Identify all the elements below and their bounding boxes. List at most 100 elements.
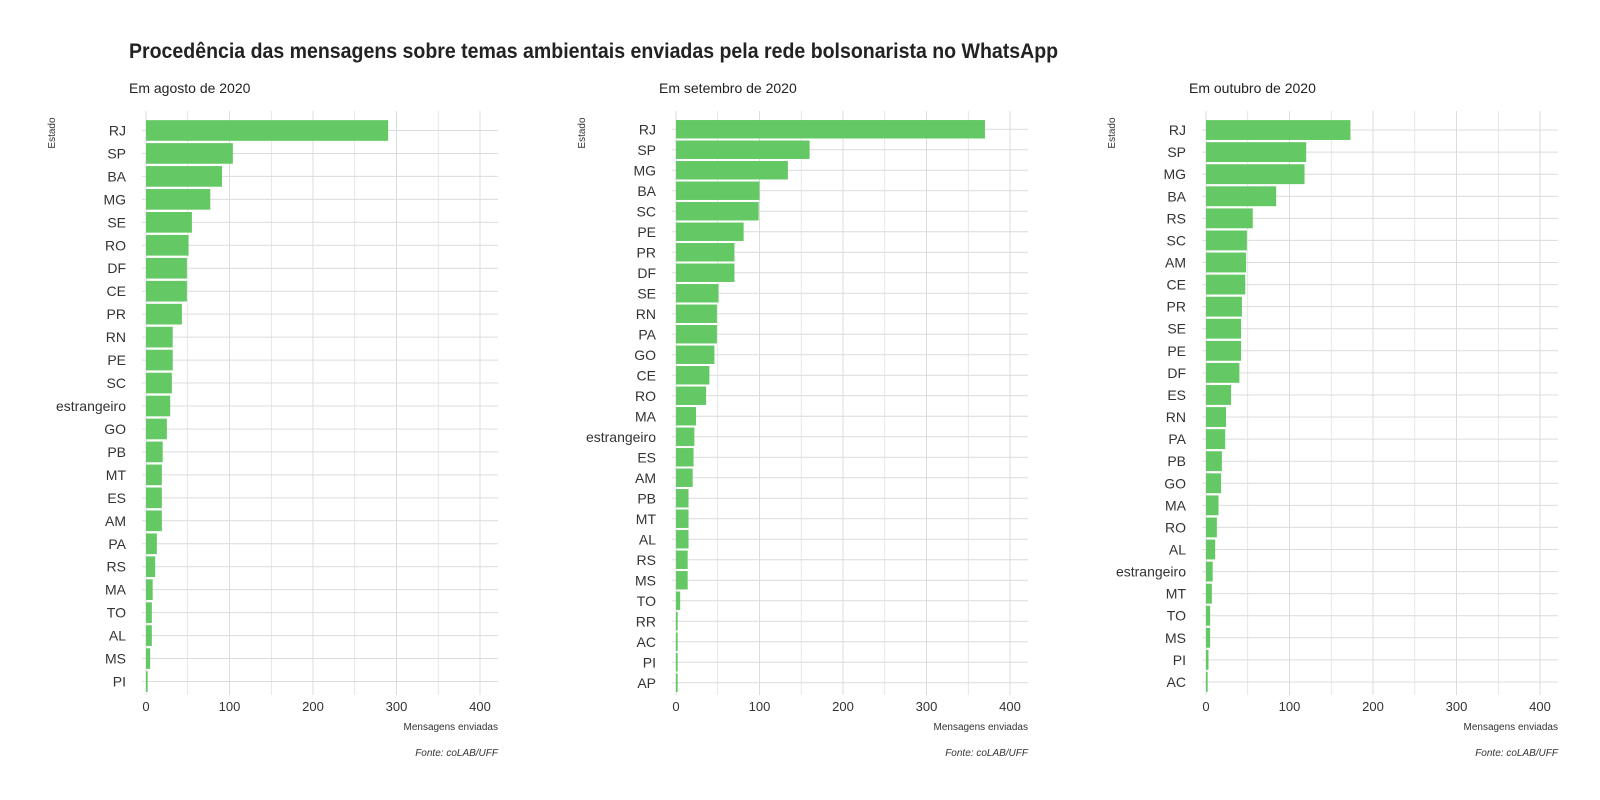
y-tick-label: GO <box>1164 475 1186 491</box>
bar-september-ba <box>676 181 760 200</box>
bar-september-go <box>676 345 715 364</box>
bar-august-df <box>146 257 187 279</box>
caption: Fonte: coLAB/UFF <box>1475 748 1559 759</box>
bar-august-pr <box>146 303 182 325</box>
x-tick-label: 400 <box>469 699 491 714</box>
y-tick-label: AM <box>105 513 126 529</box>
x-tick-label: 200 <box>302 699 324 714</box>
y-tick-label: TO <box>107 605 126 621</box>
bar-august-am <box>146 510 162 532</box>
y-tick-label: PB <box>1167 453 1186 469</box>
page-title: Procedência das mensagens sobre temas am… <box>129 40 1059 63</box>
y-tick-label: PB <box>637 490 656 506</box>
y-tick-label: DF <box>107 260 126 276</box>
bar-august-ma <box>146 579 153 601</box>
y-tick-label: RO <box>635 388 656 404</box>
y-tick-label: BA <box>1167 188 1186 204</box>
y-tick-label: CE <box>637 367 656 383</box>
bar-october-pi <box>1206 649 1209 670</box>
bar-september-pb <box>676 489 689 508</box>
bar-september-al <box>676 530 689 549</box>
y-tick-label: SP <box>1167 144 1186 160</box>
y-tick-label: RN <box>1166 409 1186 425</box>
bar-october-se <box>1206 318 1242 339</box>
bar-september-estrangeiro <box>676 427 695 446</box>
y-tick-label: SP <box>107 145 126 161</box>
y-tick-label: RS <box>637 552 656 568</box>
bar-october-rj <box>1206 120 1351 140</box>
y-axis-title: Estado <box>577 117 588 149</box>
bar-september-pr <box>676 243 735 262</box>
bar-september-pi <box>676 653 678 672</box>
y-tick-label: estrangeiro <box>1116 564 1186 580</box>
bar-october-pa <box>1206 429 1226 450</box>
bar-october-ac <box>1206 672 1208 692</box>
bar-august-sp <box>146 143 233 164</box>
y-tick-label: SC <box>1167 232 1186 248</box>
bar-october-ce <box>1206 274 1246 295</box>
x-tick-label: 0 <box>672 699 679 714</box>
y-tick-label: TO <box>1167 608 1186 624</box>
y-tick-label: AM <box>635 470 656 486</box>
bar-october-es <box>1206 385 1232 405</box>
bar-october-to <box>1206 605 1211 626</box>
y-tick-label: SE <box>1167 321 1186 337</box>
bar-october-pe <box>1206 340 1242 361</box>
panel-subtitle-august: Em agosto de 2020 <box>129 80 251 96</box>
y-tick-label: PB <box>107 444 126 460</box>
y-tick-label: MG <box>1163 166 1186 182</box>
bar-august-pe <box>146 349 173 371</box>
x-tick-label: 0 <box>142 699 149 714</box>
bar-august-ro <box>146 234 189 256</box>
y-tick-label: PR <box>1167 299 1186 315</box>
x-tick-label: 400 <box>1529 699 1551 714</box>
bar-august-mg <box>146 189 211 210</box>
bar-october-rn <box>1206 407 1227 427</box>
bar-august-estrangeiro <box>146 395 171 417</box>
panel-subtitle-october: Em outubro de 2020 <box>1189 80 1316 96</box>
y-tick-label: PA <box>108 536 126 552</box>
y-tick-label: PE <box>107 352 126 368</box>
y-tick-label: PE <box>637 224 656 240</box>
bar-september-rn <box>676 304 717 323</box>
y-tick-label: MS <box>1165 630 1186 646</box>
y-tick-label: RO <box>1165 519 1186 535</box>
y-tick-label: MG <box>633 162 656 178</box>
x-tick-label: 200 <box>832 699 854 714</box>
y-tick-label: RJ <box>109 122 126 138</box>
bar-september-ms <box>676 571 688 590</box>
y-tick-label: MS <box>635 572 656 588</box>
y-tick-label: TO <box>637 593 656 609</box>
bar-august-ms <box>146 648 151 669</box>
bar-september-to <box>676 591 681 610</box>
caption: Fonte: coLAB/UFF <box>415 748 499 759</box>
x-axis-title: Mensagens enviadas <box>933 722 1028 733</box>
y-tick-label: ES <box>1167 387 1186 403</box>
bar-august-ba <box>146 166 222 187</box>
bar-october-estrangeiro <box>1206 561 1213 582</box>
y-tick-label: SC <box>107 375 126 391</box>
y-tick-label: estrangeiro <box>586 429 656 445</box>
y-tick-label: MG <box>103 191 126 207</box>
bar-september-se <box>676 284 719 303</box>
y-tick-label: AC <box>1167 674 1186 690</box>
y-tick-label: PR <box>637 244 656 260</box>
y-tick-label: RJ <box>639 121 656 137</box>
y-tick-label: AL <box>109 628 126 644</box>
bar-august-ce <box>146 280 187 302</box>
bar-october-ba <box>1206 186 1277 207</box>
y-tick-label: CE <box>1167 277 1186 293</box>
x-tick-label: 100 <box>219 699 241 714</box>
y-tick-label: RR <box>636 613 656 629</box>
y-tick-label: RS <box>1167 210 1186 226</box>
y-tick-label: ES <box>107 490 126 506</box>
y-tick-label: MS <box>105 651 126 667</box>
y-tick-label: AL <box>1169 542 1186 558</box>
bar-august-rj <box>146 120 389 141</box>
bar-october-pr <box>1206 296 1242 317</box>
bar-october-pb <box>1206 451 1222 472</box>
y-tick-label: GO <box>104 421 126 437</box>
y-tick-label: CE <box>107 283 126 299</box>
y-tick-label: AM <box>1165 255 1186 271</box>
bar-september-pa <box>676 325 717 344</box>
